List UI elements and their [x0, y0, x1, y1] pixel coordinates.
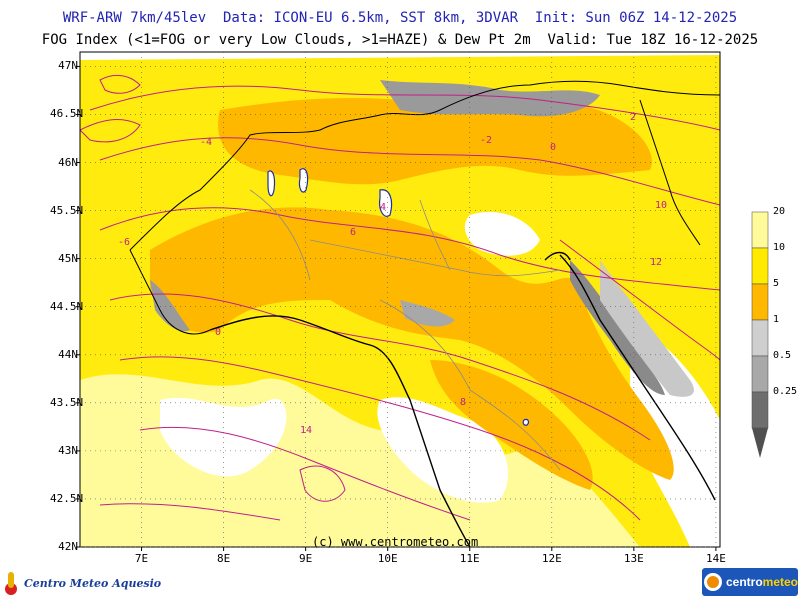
logo-left-text: Centro Meteo Aquesio: [24, 576, 162, 590]
haze-field-white-ne: [464, 211, 540, 256]
latitude-label: 47N: [58, 59, 78, 73]
copyright-credit: (c) www.centrometeo.com: [312, 535, 479, 549]
dewpoint-label: 12: [650, 257, 662, 268]
longitude-label: 12E: [541, 552, 562, 565]
dewpoint-label: 14: [300, 425, 312, 436]
header-model-info: WRF-ARW 7km/45lev Data: ICON-EU 6.5km, S…: [62, 10, 738, 26]
colorbar-label: 20: [773, 206, 786, 217]
logo-centro-meteo-aquesio: Centro Meteo Aquesio: [2, 568, 161, 598]
colorbar-segment: [751, 319, 769, 357]
longitude-label: 13E: [623, 552, 644, 565]
fog-grey-piedmont: [150, 280, 190, 332]
coastlines: [209, 251, 716, 547]
longitude-label: 11E: [459, 552, 480, 565]
haze-field-white-center: [377, 397, 509, 503]
lake-como: [298, 168, 309, 193]
longitude-label: 10E: [377, 552, 398, 565]
regional-borders: [249, 189, 561, 471]
dewpoint-label: -2: [480, 135, 492, 146]
latitude-label: 45N: [58, 251, 78, 265]
longitude-label: 7E: [134, 552, 149, 565]
fog-grey-center: [400, 300, 455, 327]
dewpoint-label: 8: [460, 397, 466, 408]
graticule: [76, 52, 720, 551]
fog-grey-alps-north: [380, 80, 600, 117]
longitude-label: 8E: [216, 552, 231, 565]
dewpoint-label: 2: [630, 112, 636, 123]
colorbar-label: 0.5: [773, 350, 792, 361]
dewpoint-label: -4: [200, 137, 212, 148]
latitude-label: 43N: [58, 443, 78, 457]
colorbar-segment: [751, 355, 769, 393]
lake-maggiore: [267, 170, 276, 197]
longitude-label: 14E: [705, 552, 726, 565]
dewpoint-label: 6: [350, 227, 356, 238]
centrometeo-logo-icon: [704, 573, 722, 591]
adriatic-sea: [580, 250, 720, 370]
colorbar-label: 5: [773, 278, 780, 289]
colorbar-segment: [751, 247, 769, 285]
fog-index-orange-alps: [218, 98, 652, 185]
country-borders: [129, 80, 720, 335]
colorbar-extension-triangle: [752, 428, 768, 458]
colorbar-label: 10: [773, 242, 786, 253]
latitude-label: 42N: [58, 540, 78, 553]
colorbar-label: 0.25: [773, 386, 798, 397]
lake-trasimeno: [522, 418, 530, 426]
dewpoint-contours: [80, 74, 720, 521]
latitude-label: 46N: [58, 155, 78, 169]
longitude-label: 9E: [299, 552, 313, 565]
latitude-label: 45.5N: [50, 203, 84, 217]
fog-index-orange-po-valley: [150, 207, 674, 481]
dewpoint-label-group: -4 -2 0 2 4 6 8 10 12 14 -6 0: [118, 112, 667, 436]
latitude-label: 43.5N: [50, 395, 84, 409]
lakes: [267, 168, 530, 426]
fog-lightgrey-adriatic: [600, 260, 694, 397]
dewpoint-label: 4: [380, 202, 386, 213]
dewpoint-label: 10: [655, 200, 667, 211]
logo-centrometeo: centrometeo: [702, 568, 798, 596]
colorbar-segment: [751, 391, 769, 429]
colorbar-label: 1: [773, 314, 780, 325]
dewpoint-label: 0: [550, 142, 556, 153]
colorbar-segment: [751, 283, 769, 321]
latitude-label: 46.5N: [50, 107, 84, 121]
dewpoint-label: -6: [118, 237, 130, 248]
colorbar-segment: [751, 211, 769, 249]
dewpoint-label: 0: [215, 327, 221, 338]
haze-field-white-sw: [160, 397, 287, 477]
latitude-label: 42.5N: [50, 491, 84, 505]
header-product-info: FOG Index (<1=FOG or very Low Clouds, >1…: [41, 32, 759, 48]
latitude-label: 44.5N: [50, 299, 84, 313]
logo-right-text: centrometeo: [725, 575, 798, 589]
latitude-label: 44N: [58, 347, 78, 361]
thermometer-logo-icon: [5, 572, 17, 595]
fog-grey-adriatic-coast: [570, 260, 665, 395]
